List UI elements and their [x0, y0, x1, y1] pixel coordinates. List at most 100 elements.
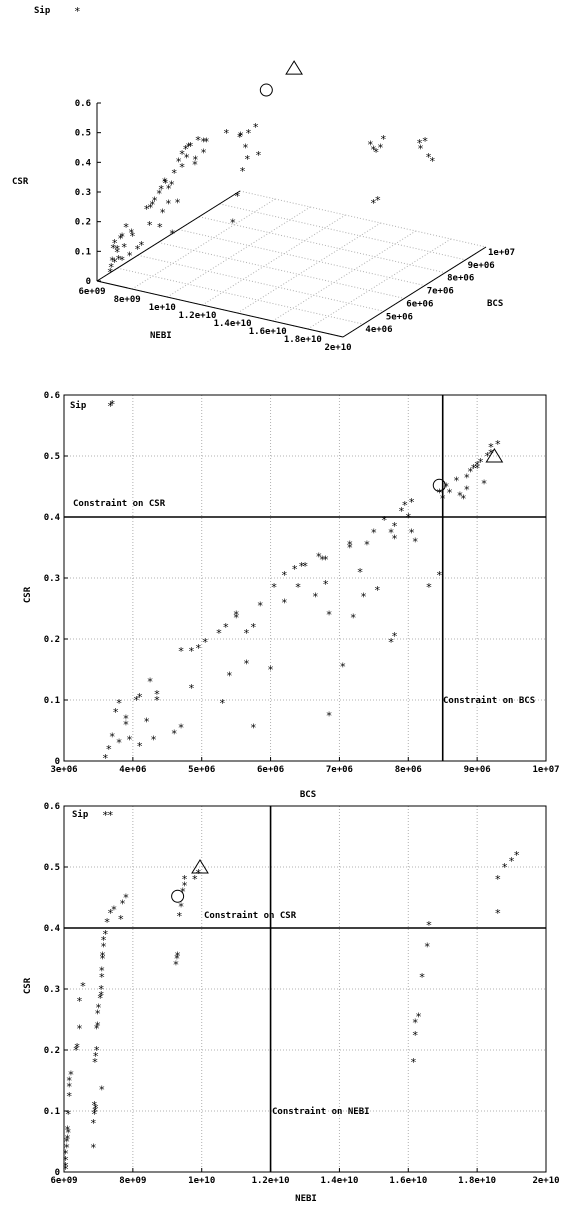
data-point: * [412, 1029, 419, 1042]
data-point: * [380, 133, 387, 146]
data-point: * [417, 142, 424, 155]
data-point: * [173, 959, 180, 972]
legend-label: Sip [72, 809, 89, 820]
grid [64, 806, 546, 1172]
data-point: * [146, 219, 153, 232]
data-point: * [91, 1108, 98, 1121]
highlight-triangle [285, 60, 303, 75]
data-point: * [408, 526, 415, 539]
x-tick-label: 9e+06 [464, 765, 491, 775]
data-point: * [474, 462, 481, 475]
data-point: * [165, 197, 172, 210]
data-point: * [322, 554, 329, 567]
data-point: * [501, 861, 508, 874]
data-point: * [183, 151, 190, 164]
data-point: * [117, 232, 124, 245]
data-point: * [64, 1132, 71, 1145]
z-tick-label: 0.1 [75, 247, 91, 257]
back-axis-line [96, 190, 241, 282]
data-point: * [178, 721, 185, 734]
data-point: * [154, 694, 161, 707]
data-point: * [97, 992, 104, 1005]
y-axis-label: CSR [23, 977, 33, 994]
data-point: * [326, 709, 333, 722]
chart-csr-vs-nebi: 6e+09 8e+09 1e+10 1.2e+10 1.4e+10 1.6e+10 1.8e… [23, 802, 560, 1204]
data-point: * [123, 892, 130, 905]
data-point: * [250, 721, 257, 734]
data-point: * [371, 526, 378, 539]
data-point: * [271, 581, 278, 594]
data-point: * [116, 697, 123, 710]
data-point: * [109, 731, 116, 744]
data-point: * [373, 146, 380, 159]
data-point: * [108, 261, 115, 274]
data-point: * [195, 642, 202, 655]
data-point: * [136, 740, 143, 753]
data-point: * [162, 177, 169, 190]
data-point: * [443, 481, 450, 494]
x-tick-label: 1e+10 [149, 303, 176, 313]
constraint-csr-label: Constraint on CSR [73, 498, 166, 509]
data-point: * [104, 916, 111, 929]
data-point: * [374, 584, 381, 597]
data-point: * [391, 532, 398, 545]
data-point: * [76, 995, 83, 1008]
data-point: * [410, 1056, 417, 1069]
data-point: * [109, 254, 116, 267]
data-point: * [312, 590, 319, 603]
floor-gridline [137, 254, 384, 312]
data-point: * [159, 206, 166, 219]
data-point: * [233, 612, 240, 625]
data-point: * [188, 645, 195, 658]
y-tick-label: 4e+06 [365, 325, 392, 335]
data-point: * [484, 450, 491, 463]
data-point: * [187, 140, 194, 153]
data-point: * [295, 581, 302, 594]
x-tick-label: 8e+09 [119, 1176, 146, 1186]
data-point: * [281, 596, 288, 609]
data-point: * [123, 718, 130, 731]
data-point: * [477, 456, 484, 469]
data-point: * [123, 712, 130, 725]
y-tick-label: 0.4 [44, 924, 61, 934]
data-point: * [62, 1163, 69, 1176]
data-point: * [62, 1160, 69, 1173]
data-point: * [112, 706, 119, 719]
y-tick-label: 0.1 [44, 696, 60, 706]
data-point: * [62, 1154, 69, 1167]
data-point: * [134, 243, 141, 256]
z-tick-label: 0.3 [75, 188, 91, 198]
data-point: * [93, 1044, 100, 1057]
z-axis-label: CSR [12, 177, 29, 187]
data-point: * [143, 715, 150, 728]
data-point: * [494, 907, 501, 920]
highlight-triangle [191, 859, 209, 874]
data-point: * [408, 496, 415, 509]
x-axis-line [96, 280, 344, 338]
y-tick-label: 0.5 [44, 452, 60, 462]
data-point: * [281, 569, 288, 582]
legend-label: Sip [34, 5, 51, 16]
data-point: * [425, 151, 432, 164]
legend-marker: * [74, 5, 81, 18]
tick-labels: 6e+09 8e+09 1e+10 1.2e+10 1.4e+10 1.6e+10 1.8e… [44, 802, 560, 1186]
data-point: * [175, 156, 182, 169]
data-point: * [123, 221, 130, 234]
y-tick-label: 1e+07 [488, 248, 515, 258]
z-tick-label: 0 [86, 277, 91, 287]
data-point: * [346, 538, 353, 551]
z-tick-label: 0.6 [75, 99, 91, 109]
data-point: * [99, 949, 106, 962]
data-point: * [464, 471, 471, 484]
y-tick-label: 0.3 [44, 574, 60, 584]
data-point: * [111, 904, 118, 917]
data-point: * [171, 728, 178, 741]
data-point: * [105, 743, 112, 756]
x-tick-label: 1e+10 [188, 1176, 215, 1186]
x-tick-label: 1.2e+10 [252, 1176, 290, 1186]
data-point: * [119, 230, 126, 243]
data-point: * [244, 153, 251, 166]
data-point: * [94, 1007, 101, 1020]
x-tick-label: 8e+09 [114, 295, 141, 305]
z-tick-label: 0.2 [75, 218, 91, 228]
